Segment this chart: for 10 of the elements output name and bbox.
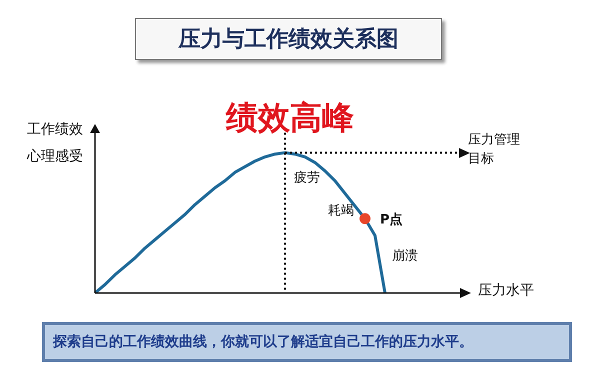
annotation: P点: [380, 211, 403, 228]
text: 崩溃: [392, 248, 418, 264]
text: 绩效高峰: [225, 98, 354, 136]
text: 探索自己的工作绩效曲线，你就可以了解适宜自己工作的压力水平。: [42, 322, 572, 362]
text: 压力管理目标: [468, 132, 520, 166]
annotation: 耗竭: [328, 203, 354, 218]
text: 压力水平: [478, 282, 534, 299]
annotation: 疲劳: [294, 170, 320, 186]
chart-title: 压力与工作绩效关系图: [135, 18, 442, 60]
y-axis-title: 工作绩效心理感受: [26, 122, 83, 165]
